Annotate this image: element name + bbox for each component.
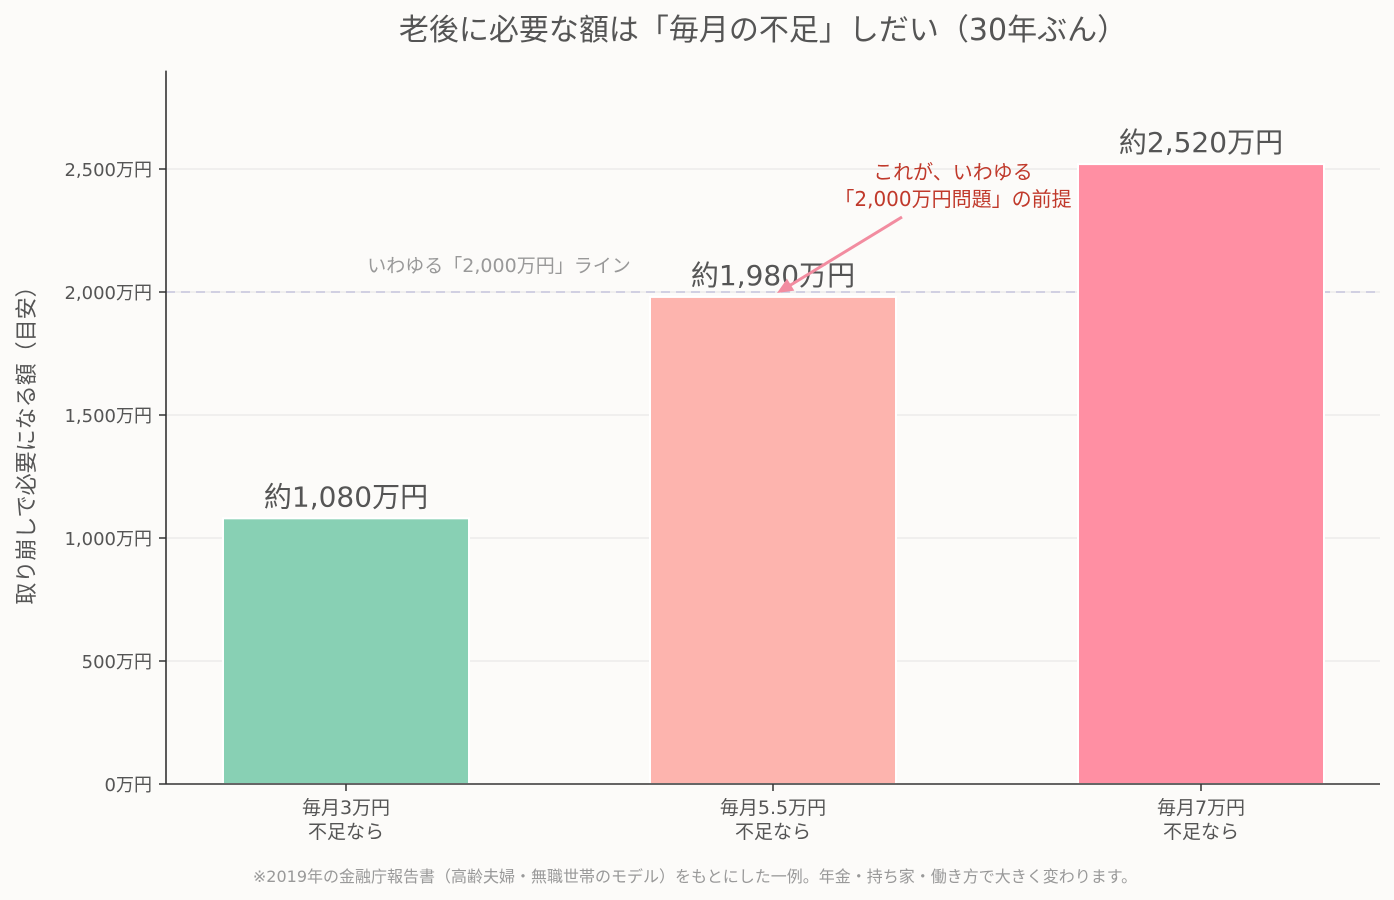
footnote: ※2019年の金融庁報告書（高齢夫婦・無職世帯のモデル）をもとにした一例。年金・… bbox=[253, 867, 1137, 886]
x-tick-label: 毎月5.5万円 bbox=[720, 797, 826, 819]
y-tick-label: 2,000万円 bbox=[64, 283, 152, 304]
bar bbox=[222, 517, 470, 785]
chart-title: 老後に必要な額は「毎月の不足」しだい（30年ぶん） bbox=[399, 13, 1127, 48]
bars bbox=[222, 163, 1325, 785]
y-tick-label: 500万円 bbox=[82, 652, 152, 673]
bar-value-labels: 約1,080万円 約1,980万円 約2,520万円 bbox=[264, 126, 1283, 513]
x-tick-label: 不足なら bbox=[735, 821, 811, 843]
annotation-arrowhead bbox=[777, 278, 795, 293]
y-axis-label: 取り崩しで必要になる額（目安） bbox=[15, 275, 40, 604]
bar bbox=[1077, 163, 1325, 785]
y-tick-label: 0万円 bbox=[105, 775, 152, 796]
bar-value-label: 約1,080万円 bbox=[264, 480, 428, 513]
bar bbox=[649, 295, 897, 785]
x-tick-label: 不足なら bbox=[308, 821, 384, 843]
axes: 0万円 500万円 1,000万円 1,500万円 2,000万円 2,500万円毎月3万… bbox=[64, 70, 1380, 843]
annotation-group: これが、いわゆる「2,000万円問題」の前提 bbox=[777, 160, 1072, 293]
x-tick-label: 毎月7万円 bbox=[1157, 797, 1245, 819]
annotation-arrow bbox=[788, 215, 903, 288]
reference-line-label: いわゆる「2,000万円」ライン bbox=[367, 255, 630, 277]
x-tick-label: 不足なら bbox=[1163, 821, 1239, 843]
y-tick-label: 1,500万円 bbox=[64, 406, 152, 427]
y-tick-label: 1,000万円 bbox=[64, 529, 152, 550]
annotation-text: これが、いわゆる bbox=[873, 160, 1033, 184]
bar-value-label: 約2,520万円 bbox=[1119, 126, 1283, 159]
x-tick-label: 毎月3万円 bbox=[302, 797, 390, 819]
annotation-text: 「2,000万円問題」の前提 bbox=[834, 187, 1071, 211]
y-tick-label: 2,500万円 bbox=[64, 160, 152, 181]
bar-value-label: 約1,980万円 bbox=[691, 259, 855, 292]
